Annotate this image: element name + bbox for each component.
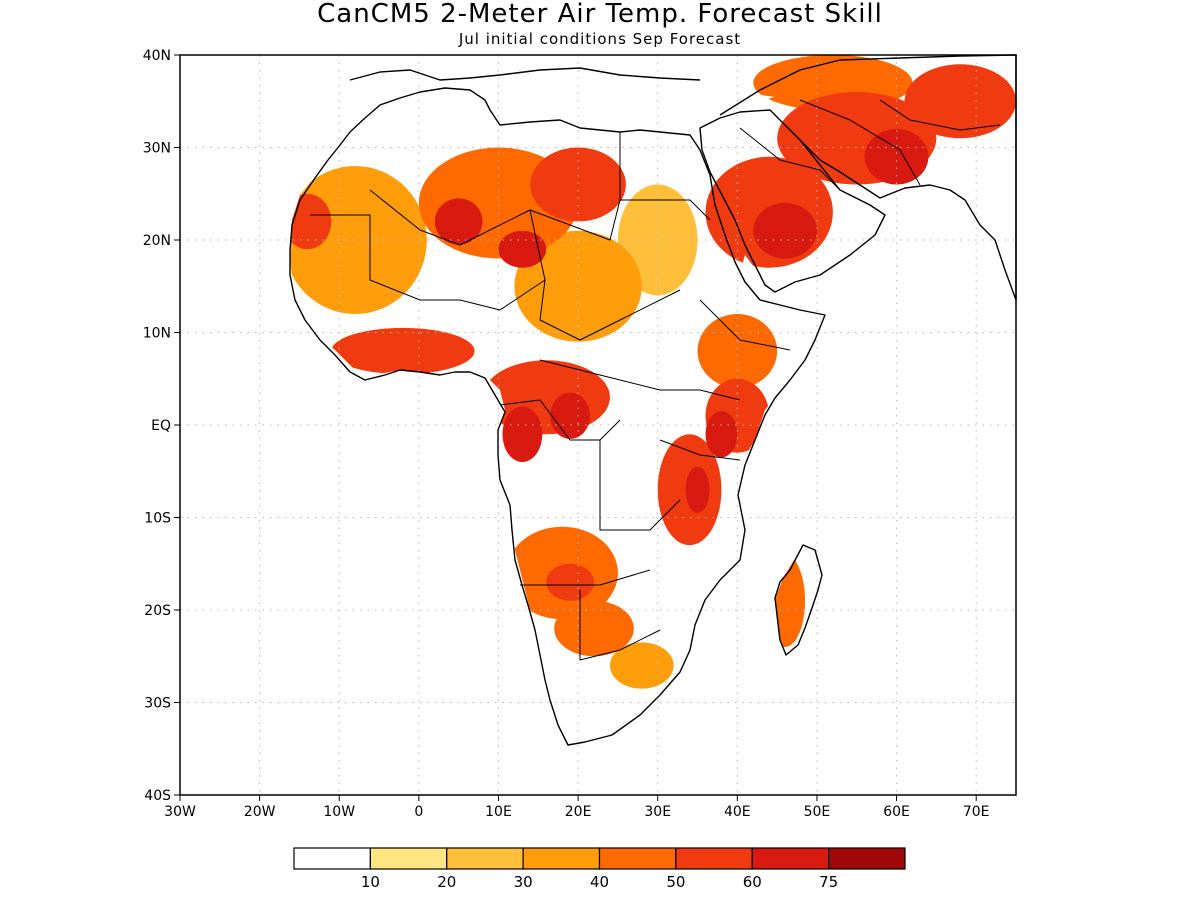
country-border <box>579 590 661 661</box>
skill-region-2 <box>530 147 626 222</box>
skill-region-25 <box>554 600 634 657</box>
country-border <box>659 439 741 461</box>
skill-region-7 <box>514 230 642 342</box>
longitude-label: 0 <box>414 804 423 820</box>
asia-outline <box>719 54 1017 301</box>
country-border <box>369 189 461 246</box>
skill-region-5 <box>331 327 475 375</box>
country-border <box>459 199 711 246</box>
longitude-label: 20W <box>244 804 276 820</box>
country-border <box>529 209 681 341</box>
country-border <box>499 399 621 441</box>
skill-region-17 <box>705 411 738 458</box>
skill-region-22 <box>685 466 710 513</box>
country-border <box>420 279 546 311</box>
longitude-axis-labels: 30W 20W 10W 0 10E 20E 30E 40E 50E 60E 70E <box>164 795 990 820</box>
longitude-label: 30W <box>164 804 196 820</box>
skill-region-3 <box>434 198 483 245</box>
longitude-label: 40E <box>724 804 751 820</box>
country-border <box>310 214 421 301</box>
country-border <box>539 359 741 401</box>
skill-region-26 <box>765 554 806 647</box>
latitude-label: 30S <box>144 696 171 712</box>
skill-region-18 <box>482 360 610 435</box>
skill-shading <box>180 55 1016 745</box>
colorbar-swatch <box>675 847 753 870</box>
map-subtitle: Jul initial conditions Sep Forecast <box>458 30 741 48</box>
colorbar-swatch <box>522 847 601 870</box>
colorbar-label: 60 <box>743 873 762 891</box>
colorbar-label: 50 <box>666 873 685 891</box>
europe-outline <box>349 67 701 81</box>
africa-coastline <box>289 54 1017 746</box>
skill-region-27 <box>609 642 674 689</box>
latitude-label: 10N <box>143 326 171 342</box>
colorbar-swatch <box>598 847 677 870</box>
latitude-label: 40N <box>143 48 171 64</box>
colorbar-swatch <box>293 847 371 870</box>
colorbar-labels: 10 20 30 40 50 60 75 <box>361 873 838 891</box>
latitude-label: 20S <box>144 603 171 619</box>
longitude-label: 10E <box>485 804 512 820</box>
colorbar-label: 20 <box>437 873 456 891</box>
colorbar-label: 30 <box>514 873 533 891</box>
country-border <box>520 569 651 586</box>
country-borders <box>310 99 1001 661</box>
latitude-label: 40S <box>144 788 171 804</box>
country-border <box>599 440 681 531</box>
skill-region-20 <box>502 406 543 462</box>
colorbar-label: 10 <box>361 873 380 891</box>
country-border <box>739 127 841 191</box>
africa-mainland-outline <box>289 87 826 746</box>
latitude-label: EQ <box>151 418 171 434</box>
longitude-label: 10W <box>323 804 355 820</box>
arabia-outline <box>699 109 886 293</box>
colorbar-label: 75 <box>819 873 838 891</box>
country-border <box>699 299 791 351</box>
country-border <box>879 99 1001 131</box>
madagascar-outline <box>774 544 823 656</box>
latitude-label: 30N <box>143 141 171 157</box>
colorbar-label: 40 <box>590 873 609 891</box>
skill-region-12 <box>864 129 929 185</box>
colorbar-swatch <box>751 847 830 870</box>
skill-region-10 <box>753 203 817 259</box>
latitude-label: 10S <box>144 511 171 527</box>
longitude-label: 20E <box>565 804 592 820</box>
longitude-label: 50E <box>804 804 831 820</box>
skill-region-13 <box>904 64 1016 139</box>
colorbar-swatch <box>446 847 524 870</box>
skill-region-19 <box>550 392 591 439</box>
map-title: CanCM5 2-Meter Air Temp. Forecast Skill <box>317 0 883 29</box>
longitude-label: 60E <box>883 804 910 820</box>
colorbar-swatch <box>369 847 448 870</box>
latitude-label: 20N <box>143 233 171 249</box>
longitude-label: 30E <box>644 804 671 820</box>
colorbar-swatch <box>828 847 906 870</box>
latitude-axis-labels: 40N 30N 20N 10N EQ 10S 20S 30S 40S <box>143 48 180 804</box>
skill-region-4 <box>498 230 547 268</box>
colorbar <box>293 847 906 870</box>
skill-region-24 <box>546 563 595 601</box>
country-border <box>799 99 921 186</box>
skill-region-15 <box>697 314 778 388</box>
longitude-label: 70E <box>963 804 990 820</box>
